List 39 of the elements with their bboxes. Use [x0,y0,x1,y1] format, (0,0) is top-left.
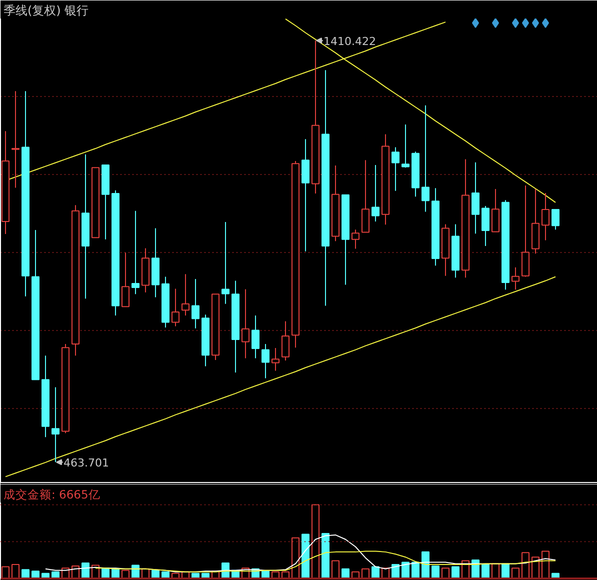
candlestick [392,146,400,192]
candlestick [492,188,500,232]
candlestick [252,315,260,359]
candlestick [132,210,140,295]
chart-title: 成交金额: 6665亿 [4,488,100,502]
bar [482,564,490,578]
bar [32,570,40,578]
candlestick [52,386,60,463]
candlestick [522,184,530,278]
bar [22,569,30,578]
candlestick [262,344,270,379]
candlestick [372,164,380,222]
candlestick [272,348,280,372]
candlestick [12,90,20,188]
chart-title: 季线(复权) 银行 [4,4,89,18]
candlestick [512,266,520,290]
bar [432,565,440,578]
bar [342,568,350,578]
candlestick [542,192,550,241]
candlestick [302,138,310,252]
candlestick [472,162,480,234]
candlestick [352,229,360,250]
candlestick [362,160,370,233]
candlestick [122,252,130,308]
candlestick [242,288,250,359]
candlestick [192,278,200,329]
annotation: 463.701 [64,456,109,470]
bar [452,566,460,578]
candlestick [182,274,190,316]
candlestick [222,222,230,304]
candlestick [282,320,290,361]
annotation: 1410.422 [324,35,376,48]
bar [302,534,310,578]
candlestick [482,205,490,247]
candlestick [172,288,180,327]
bar [322,532,330,578]
candlestick [552,209,560,230]
candlestick [402,124,410,168]
candlestick [422,104,430,212]
